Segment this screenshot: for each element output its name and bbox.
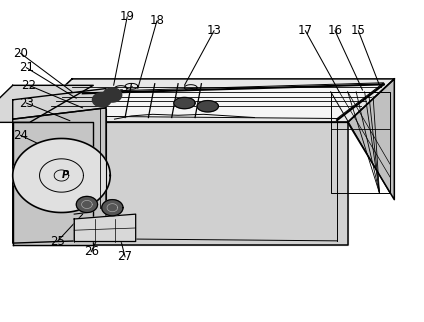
Text: 15: 15 [351, 24, 366, 37]
Text: 21: 21 [19, 61, 34, 74]
Polygon shape [13, 89, 106, 119]
Text: 25: 25 [50, 235, 65, 248]
Polygon shape [47, 83, 384, 118]
Polygon shape [92, 93, 111, 107]
Text: 27: 27 [117, 251, 133, 263]
Text: 24: 24 [13, 129, 28, 142]
Text: 20: 20 [13, 47, 28, 60]
Text: 23: 23 [19, 97, 34, 109]
Text: 18: 18 [149, 14, 165, 27]
Text: 13: 13 [206, 24, 222, 37]
Polygon shape [348, 79, 394, 200]
Polygon shape [74, 214, 136, 242]
Polygon shape [13, 122, 93, 245]
Polygon shape [197, 101, 218, 112]
Text: 19: 19 [120, 10, 135, 23]
Text: 16: 16 [327, 24, 343, 37]
Polygon shape [174, 98, 195, 109]
Text: 17: 17 [298, 24, 313, 37]
Polygon shape [13, 138, 110, 213]
Polygon shape [103, 88, 122, 102]
Text: 22: 22 [21, 79, 36, 92]
Polygon shape [102, 200, 123, 216]
Text: 26: 26 [84, 245, 99, 258]
Polygon shape [25, 79, 394, 122]
Text: P: P [62, 170, 69, 181]
Polygon shape [25, 122, 348, 245]
Polygon shape [76, 196, 98, 213]
Polygon shape [0, 85, 93, 122]
Polygon shape [13, 108, 106, 243]
